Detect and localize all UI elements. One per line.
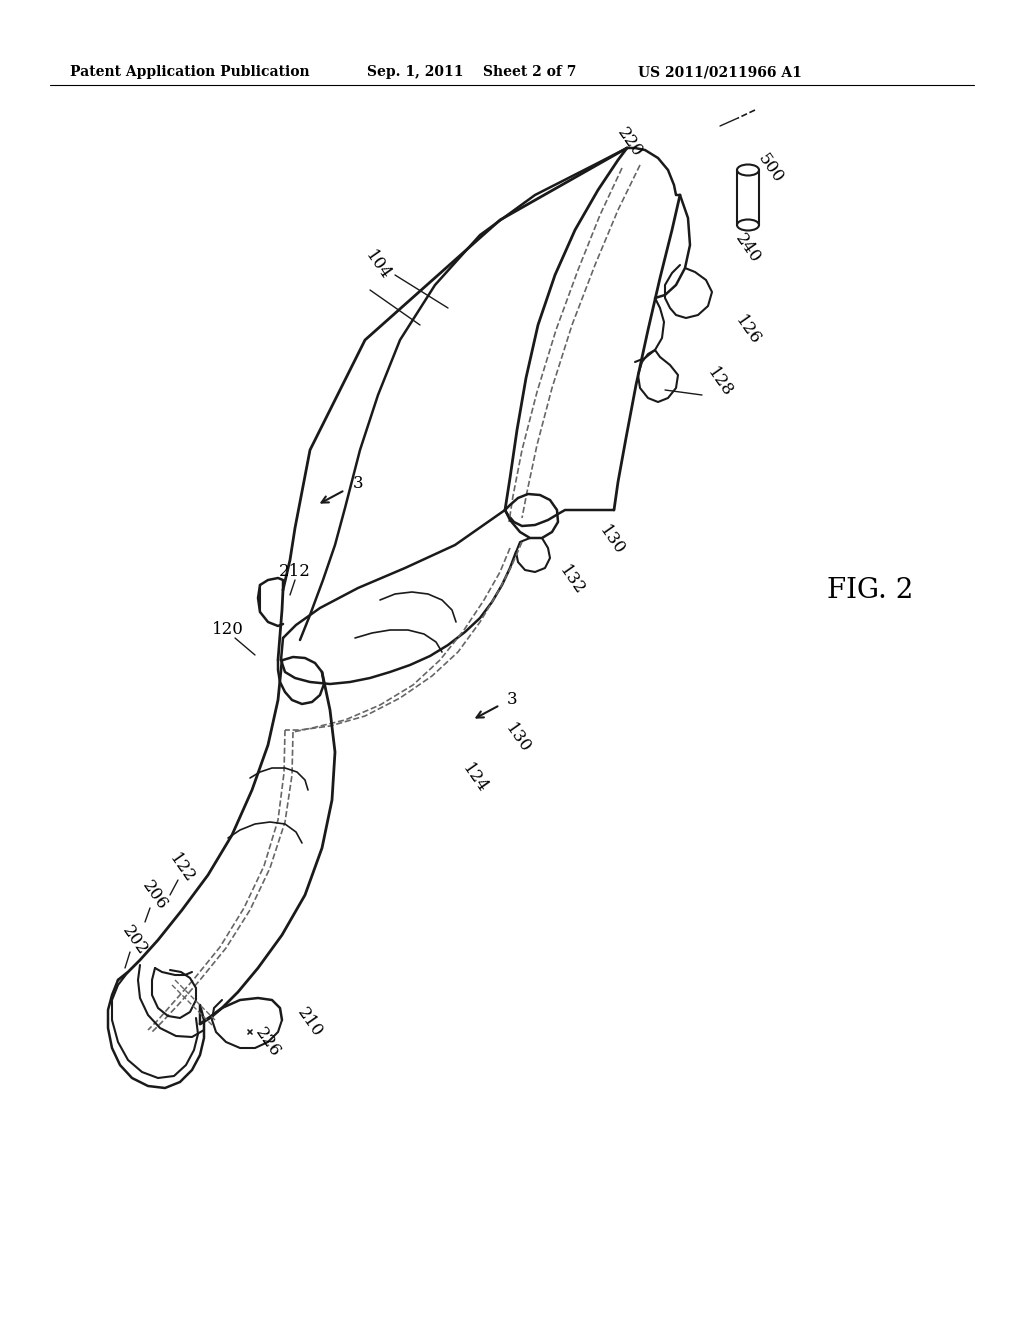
Text: 210: 210	[294, 1005, 326, 1040]
Text: 3: 3	[507, 692, 517, 709]
Text: 212: 212	[280, 564, 311, 581]
Text: 122: 122	[166, 850, 198, 886]
Text: US 2011/0211966 A1: US 2011/0211966 A1	[638, 65, 802, 79]
Text: 104: 104	[361, 247, 394, 282]
Text: 220: 220	[614, 124, 646, 160]
Text: 206: 206	[139, 876, 171, 913]
Text: 226: 226	[252, 1024, 284, 1060]
Text: 130: 130	[502, 721, 535, 756]
Text: 130: 130	[596, 523, 628, 558]
Text: Sheet 2 of 7: Sheet 2 of 7	[483, 65, 577, 79]
Text: 202: 202	[119, 923, 152, 958]
Text: 126: 126	[732, 312, 764, 348]
Text: 500: 500	[754, 150, 786, 186]
Text: FIG. 2: FIG. 2	[826, 577, 913, 603]
Text: 124: 124	[459, 760, 492, 796]
Text: 132: 132	[556, 562, 588, 598]
Text: 128: 128	[703, 364, 736, 400]
Text: Sep. 1, 2011: Sep. 1, 2011	[367, 65, 463, 79]
Text: Patent Application Publication: Patent Application Publication	[71, 65, 310, 79]
Text: 120: 120	[212, 622, 244, 639]
Text: 240: 240	[732, 230, 764, 265]
Text: 3: 3	[352, 474, 364, 491]
